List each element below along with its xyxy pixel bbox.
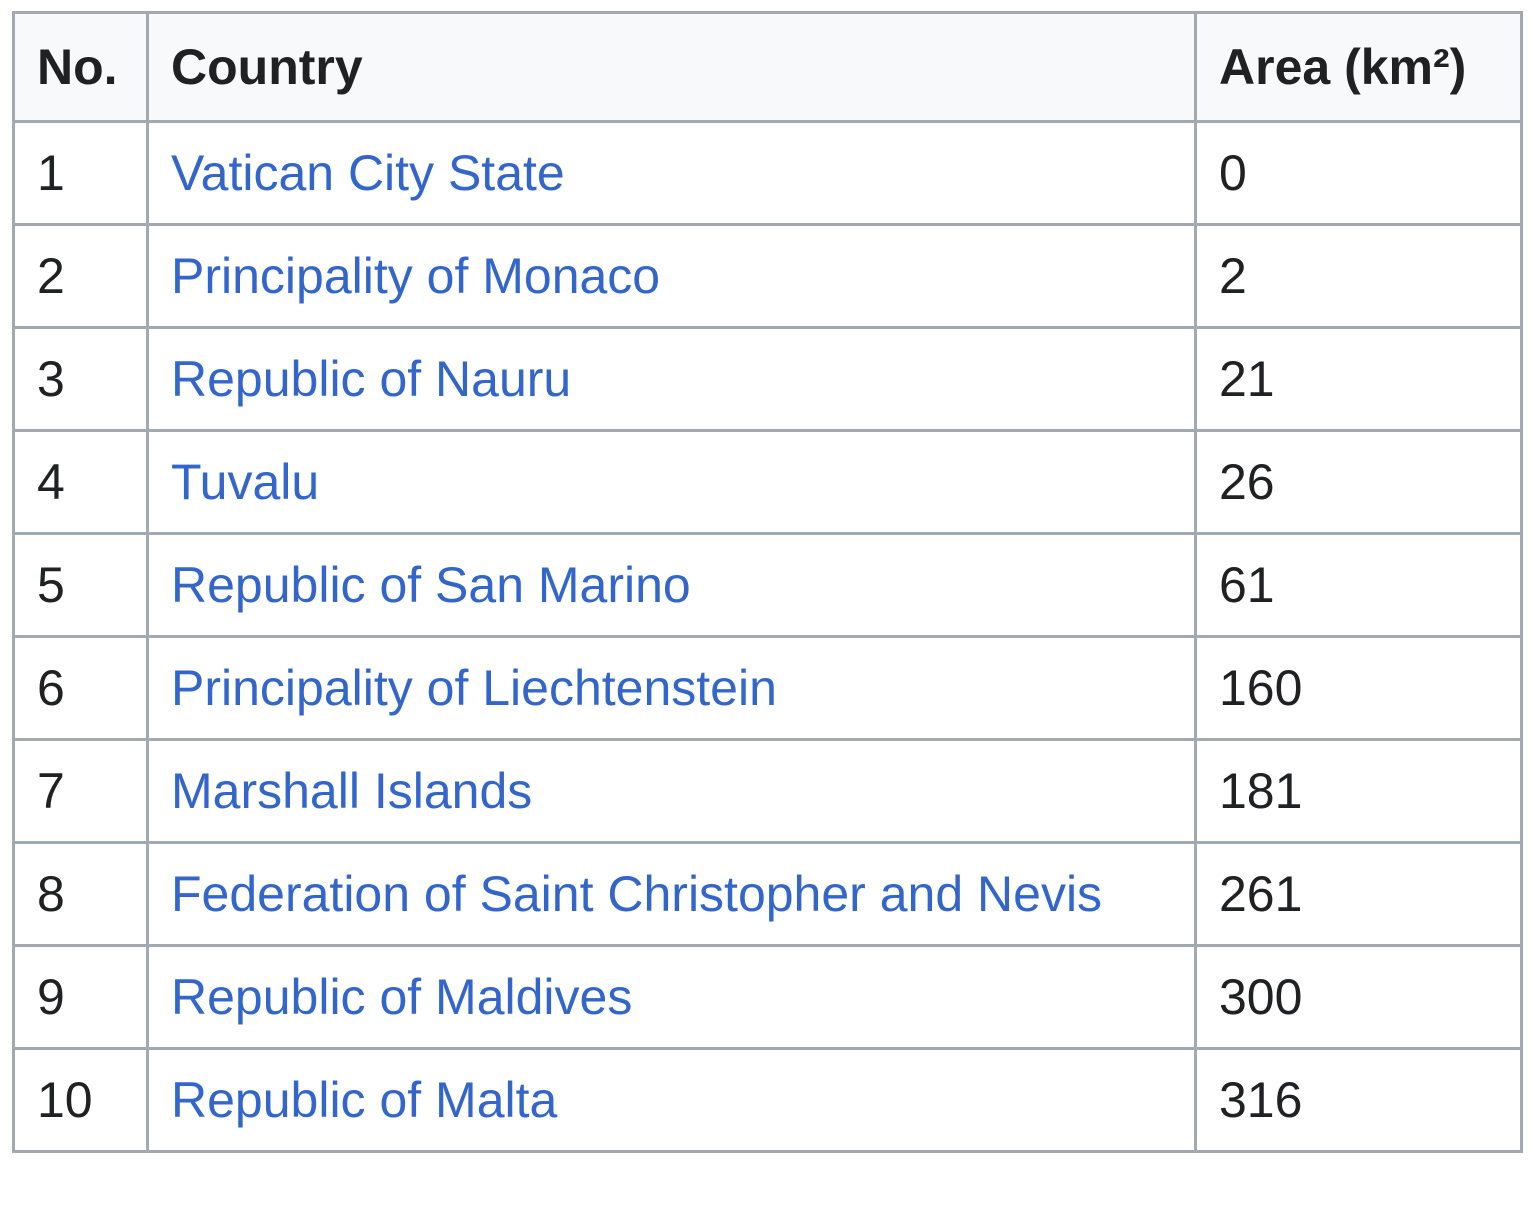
row-number: 3 xyxy=(12,326,149,432)
table-row: 5 Republic of San Marino 61 xyxy=(12,532,1523,638)
area-cell: 300 xyxy=(1194,944,1523,1050)
country-cell: Principality of Liechtenstein xyxy=(146,635,1197,741)
row-number: 5 xyxy=(12,532,149,638)
table-row: 2 Principality of Monaco 2 xyxy=(12,223,1523,329)
area-cell: 160 xyxy=(1194,635,1523,741)
country-cell: Republic of San Marino xyxy=(146,532,1197,638)
table-row: 10 Republic of Malta 316 xyxy=(12,1047,1523,1153)
table-row: 3 Republic of Nauru 21 xyxy=(12,326,1523,432)
row-number: 6 xyxy=(12,635,149,741)
countries-table: No. Country Area (km²) 1 Vatican City St… xyxy=(12,11,1523,1153)
header-no[interactable]: No. xyxy=(12,11,149,123)
country-link[interactable]: Principality of Monaco xyxy=(171,248,661,304)
row-number: 7 xyxy=(12,738,149,844)
country-cell: Tuvalu xyxy=(146,429,1197,535)
table-row: 8 Federation of Saint Christopher and Ne… xyxy=(12,841,1523,947)
country-cell: Principality of Monaco xyxy=(146,223,1197,329)
table-row: 4 Tuvalu 26 xyxy=(12,429,1523,535)
area-cell: 181 xyxy=(1194,738,1523,844)
row-number: 9 xyxy=(12,944,149,1050)
country-cell: Marshall Islands xyxy=(146,738,1197,844)
row-number: 4 xyxy=(12,429,149,535)
country-link[interactable]: Tuvalu xyxy=(171,454,320,510)
area-cell: 26 xyxy=(1194,429,1523,535)
table-row: 9 Republic of Maldives 300 xyxy=(12,944,1523,1050)
country-link[interactable]: Marshall Islands xyxy=(171,763,533,819)
country-link[interactable]: Federation of Saint Christopher and Nevi… xyxy=(171,866,1103,922)
area-cell: 0 xyxy=(1194,120,1523,226)
country-link[interactable]: Republic of Nauru xyxy=(171,351,572,407)
table-row: 6 Principality of Liechtenstein 160 xyxy=(12,635,1523,741)
table-row: 7 Marshall Islands 181 xyxy=(12,738,1523,844)
country-cell: Republic of Maldives xyxy=(146,944,1197,1050)
header-country[interactable]: Country xyxy=(146,11,1197,123)
country-link[interactable]: Republic of Maldives xyxy=(171,969,633,1025)
row-number: 1 xyxy=(12,120,149,226)
country-cell: Vatican City State xyxy=(146,120,1197,226)
country-link[interactable]: Republic of San Marino xyxy=(171,557,691,613)
country-cell: Republic of Nauru xyxy=(146,326,1197,432)
table-row: 1 Vatican City State 0 xyxy=(12,120,1523,226)
table-container: No. Country Area (km²) 1 Vatican City St… xyxy=(12,11,1523,1153)
country-cell: Federation of Saint Christopher and Nevi… xyxy=(146,841,1197,947)
header-area[interactable]: Area (km²) xyxy=(1194,11,1523,123)
area-cell: 61 xyxy=(1194,532,1523,638)
area-cell: 316 xyxy=(1194,1047,1523,1153)
country-link[interactable]: Republic of Malta xyxy=(171,1072,558,1128)
table-body: 1 Vatican City State 0 2 Principality of… xyxy=(12,120,1523,1153)
country-link[interactable]: Principality of Liechtenstein xyxy=(171,660,777,716)
row-number: 10 xyxy=(12,1047,149,1153)
area-cell: 2 xyxy=(1194,223,1523,329)
header-row: No. Country Area (km²) xyxy=(12,11,1523,123)
country-cell: Republic of Malta xyxy=(146,1047,1197,1153)
area-cell: 261 xyxy=(1194,841,1523,947)
area-cell: 21 xyxy=(1194,326,1523,432)
row-number: 8 xyxy=(12,841,149,947)
country-link[interactable]: Vatican City State xyxy=(171,145,565,201)
row-number: 2 xyxy=(12,223,149,329)
